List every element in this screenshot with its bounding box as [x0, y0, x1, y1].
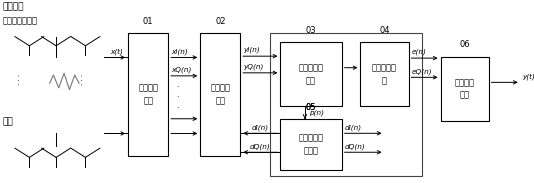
Text: p(n): p(n) [309, 109, 324, 116]
Text: dQ(n): dQ(n) [250, 143, 271, 150]
Text: yI(n): yI(n) [243, 47, 260, 53]
Bar [128, 33, 168, 156]
Text: 01: 01 [143, 17, 153, 26]
Text: 03: 03 [306, 26, 316, 35]
Text: 扩频码同步
模块: 扩频码同步 模块 [299, 63, 324, 85]
Text: yQ(n): yQ(n) [243, 64, 263, 70]
Text: ·
·
·: · · · [177, 83, 179, 113]
Text: 正交发射
模块: 正交发射 模块 [454, 78, 475, 100]
Text: 05: 05 [306, 103, 316, 112]
Text: 干扰: 干扰 [3, 117, 13, 126]
Text: · · ·: · · · [80, 74, 86, 85]
Text: dQ(n): dQ(n) [344, 143, 365, 150]
Text: 02: 02 [215, 17, 225, 26]
Text: x(t): x(t) [110, 48, 123, 55]
Text: e(n): e(n) [411, 49, 426, 55]
Text: 参考信号提
取模块: 参考信号提 取模块 [299, 134, 324, 155]
Text: （含扩频信号）: （含扩频信号） [3, 16, 38, 25]
Text: 时域对消模
块: 时域对消模 块 [372, 63, 397, 85]
Bar [200, 33, 240, 156]
Text: 04: 04 [379, 26, 390, 35]
Bar [280, 119, 342, 170]
Bar [270, 33, 422, 176]
Text: 通信信号: 通信信号 [3, 2, 24, 11]
Text: 06: 06 [459, 40, 470, 49]
Text: 05: 05 [306, 103, 316, 112]
Bar [441, 57, 489, 121]
Bar [280, 42, 342, 106]
Text: dI(n): dI(n) [252, 124, 269, 130]
Text: eQ(n): eQ(n) [411, 68, 432, 75]
Bar [360, 42, 409, 106]
Text: xI(n): xI(n) [171, 48, 187, 55]
Text: · · ·: · · · [17, 74, 23, 85]
Text: y(t): y(t) [522, 73, 534, 80]
Text: 正交接收
模块: 正交接收 模块 [138, 83, 158, 105]
Text: 空域对消
模块: 空域对消 模块 [210, 83, 230, 105]
Text: dI(n): dI(n) [344, 124, 362, 130]
Text: xQ(n): xQ(n) [171, 67, 191, 73]
